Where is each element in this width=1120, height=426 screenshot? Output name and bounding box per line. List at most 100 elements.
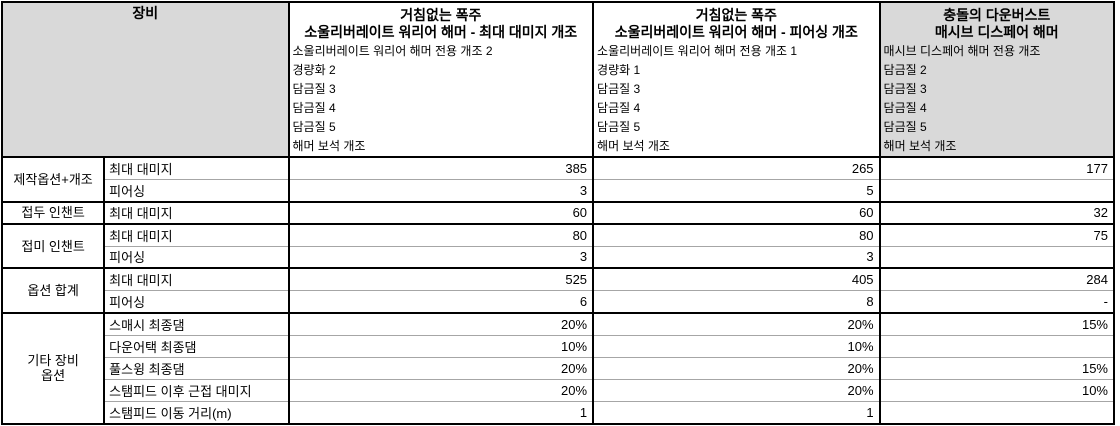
value-cell[interactable]: 8 (592, 290, 880, 314)
row-label-cell[interactable]: 최대 대미지 (103, 157, 289, 180)
mod-detail-line: 매시브 디스페어 해머 전용 개조 (883, 44, 1041, 58)
value-cell[interactable]: 32 (878, 201, 1114, 225)
row-label-cell[interactable]: 최대 대미지 (103, 223, 289, 247)
value-cell[interactable]: 15% (878, 357, 1114, 381)
table-row: 스탬피드 이동 거리(m) 1 1 (2, 401, 1114, 426)
row-label-cell[interactable]: 피어싱 (103, 290, 289, 314)
equipment-enchant-line: 거침없는 폭주 (400, 7, 482, 23)
mod-detail-line: 소울리버레이트 워리어 해머 전용 개조 2 (292, 44, 493, 58)
value-cell[interactable]: 525 (287, 268, 594, 292)
row-label-cell[interactable]: 스탬피드 이동 거리(m) (103, 401, 289, 426)
table-row: 기타 장비 옵션 스매시 최종댐 20% 20% 15% (2, 312, 1114, 426)
mod-detail-line: 담금질 3 (597, 82, 641, 96)
group-label-cell[interactable]: 옵션 합계 (2, 268, 105, 314)
group-label-cell[interactable]: 제작옵션+개조 (2, 157, 105, 203)
modification-list: 소울리버레이트 워리어 해머 전용 개조 1 경량화 1 담금질 3 담금질 4 담금질… (595, 41, 879, 155)
table-row: 다운어택 최종댐 10% 10% (2, 335, 1114, 358)
mod-detail-line: 담금질 5 (883, 120, 927, 134)
mod-detail-line: 해머 보석 개조 (597, 139, 670, 153)
value-cell[interactable]: 10% (878, 379, 1114, 403)
value-cell[interactable]: 20% (592, 379, 880, 403)
mod-detail-line: 경량화 1 (597, 63, 641, 77)
mod-detail-line: 소울리버레이트 워리어 해머 전용 개조 1 (597, 44, 798, 58)
table-header-row: 장비 거침없는 폭주 소울리버레이트 워리어 해머 - 최대 대미지 개조 소울… (2, 2, 1114, 158)
value-cell[interactable]: 3 (287, 179, 594, 203)
value-cell[interactable]: 80 (592, 223, 880, 247)
column-header-piercing-mod[interactable]: 거침없는 폭주 소울리버레이트 워리어 해머 - 피어싱 개조 소울리버레이트 … (592, 2, 880, 158)
value-cell[interactable]: 284 (878, 268, 1114, 292)
mod-detail-line: 담금질 4 (883, 101, 927, 115)
modification-list: 매시브 디스페어 해머 전용 개조 담금질 2 담금질 3 담금질 4 담금질 5 해머 … (882, 41, 1113, 155)
table-row: 피어싱 3 5 (2, 179, 1114, 203)
value-cell[interactable]: 405 (592, 268, 880, 292)
row-label-cell[interactable]: 피어싱 (103, 246, 289, 270)
value-cell[interactable] (878, 401, 1114, 426)
row-label-cell[interactable]: 최대 대미지 (103, 268, 289, 292)
value-cell[interactable]: 1 (287, 401, 594, 426)
row-label-cell[interactable]: 다운어택 최종댐 (103, 335, 289, 358)
equipment-title: 충돌의 다운버스트 매시브 디스페어 해머 (882, 3, 1113, 41)
value-cell[interactable]: 20% (592, 357, 880, 381)
value-cell[interactable]: 10% (592, 335, 880, 358)
value-cell[interactable]: 10% (287, 335, 594, 358)
mod-detail-line: 담금질 4 (292, 101, 336, 115)
table-row: 제작옵션+개조 최대 대미지 385 265 177 (2, 157, 1114, 203)
row-label-cell[interactable]: 스탬피드 이후 근접 대미지 (103, 379, 289, 403)
value-cell[interactable]: - (878, 290, 1114, 314)
value-cell[interactable] (878, 179, 1114, 203)
group-label-cell[interactable]: 접두 인챈트 (2, 201, 105, 225)
table-row: 스탬피드 이후 근접 대미지 20% 20% 10% (2, 379, 1114, 403)
value-cell[interactable]: 3 (592, 246, 880, 270)
value-cell[interactable] (878, 335, 1114, 358)
value-cell[interactable]: 6 (287, 290, 594, 314)
table-row: 풀스윙 최종댐 20% 20% 15% (2, 357, 1114, 381)
row-label-cell[interactable]: 풀스윙 최종댐 (103, 357, 289, 381)
column-header-max-damage-mod[interactable]: 거침없는 폭주 소울리버레이트 워리어 해머 - 최대 대미지 개조 소울리버레… (287, 2, 594, 158)
equipment-name-line: 소울리버레이트 워리어 해머 - 최대 대미지 개조 (304, 24, 578, 40)
value-cell[interactable]: 60 (287, 201, 594, 225)
value-cell[interactable]: 1 (592, 401, 880, 426)
table-row: 옵션 합계 최대 대미지 525 405 284 (2, 268, 1114, 314)
value-cell[interactable]: 60 (592, 201, 880, 225)
value-cell[interactable]: 80 (287, 223, 594, 247)
value-cell[interactable]: 5 (592, 179, 880, 203)
mod-detail-line: 담금질 4 (597, 101, 641, 115)
equipment-enchant-line: 거침없는 폭주 (695, 7, 777, 23)
value-cell[interactable]: 20% (287, 357, 594, 381)
mod-detail-line: 담금질 3 (292, 82, 336, 96)
mod-detail-line: 담금질 3 (883, 82, 927, 96)
value-cell[interactable]: 75 (878, 223, 1114, 247)
value-cell[interactable]: 265 (592, 157, 880, 180)
mod-detail-line: 경량화 2 (292, 63, 336, 77)
value-cell[interactable]: 20% (592, 312, 880, 336)
mod-detail-line: 담금질 5 (292, 120, 336, 134)
value-cell[interactable] (878, 246, 1114, 270)
value-cell[interactable]: 15% (878, 312, 1114, 336)
table-row: 피어싱 3 3 (2, 246, 1114, 270)
value-cell[interactable]: 3 (287, 246, 594, 270)
equipment-title: 거침없는 폭주 소울리버레이트 워리어 해머 - 최대 대미지 개조 (291, 3, 593, 41)
value-cell[interactable]: 20% (287, 379, 594, 403)
equipment-name-line: 소울리버레이트 워리어 해머 - 피어싱 개조 (614, 24, 858, 40)
value-cell[interactable]: 385 (287, 157, 594, 180)
equipment-name-line: 매시브 디스페어 해머 (934, 24, 1059, 40)
table-row: 피어싱 6 8- (2, 290, 1114, 314)
mod-detail-line: 담금질 5 (597, 120, 641, 134)
row-label-cell[interactable]: 최대 대미지 (103, 201, 289, 225)
group-label-cell[interactable]: 접미 인챈트 (2, 223, 105, 270)
row-label-cell[interactable]: 피어싱 (103, 179, 289, 203)
table-row: 접미 인챈트 최대 대미지 80 80 75 (2, 223, 1114, 270)
value-cell[interactable]: 20% (287, 312, 594, 336)
group-label-cell[interactable]: 기타 장비 옵션 (2, 312, 105, 426)
modification-list: 소울리버레이트 워리어 해머 전용 개조 2 경량화 2 담금질 3 담금질 4 담금질… (291, 41, 593, 155)
row-label-cell[interactable]: 스매시 최종댐 (103, 312, 289, 336)
table-row: 접두 인챈트 최대 대미지 60 60 32 (2, 201, 1114, 225)
value-cell[interactable]: 177 (878, 157, 1114, 180)
equipment-title: 거침없는 폭주 소울리버레이트 워리어 해머 - 피어싱 개조 (595, 3, 879, 41)
table-body: 제작옵션+개조 최대 대미지 385 265 177 피어싱 3 5 접두 인챈트 최대 대미지 6… (2, 157, 1114, 426)
corner-header-cell[interactable]: 장비 (2, 2, 289, 158)
mod-detail-line: 담금질 2 (883, 63, 927, 77)
